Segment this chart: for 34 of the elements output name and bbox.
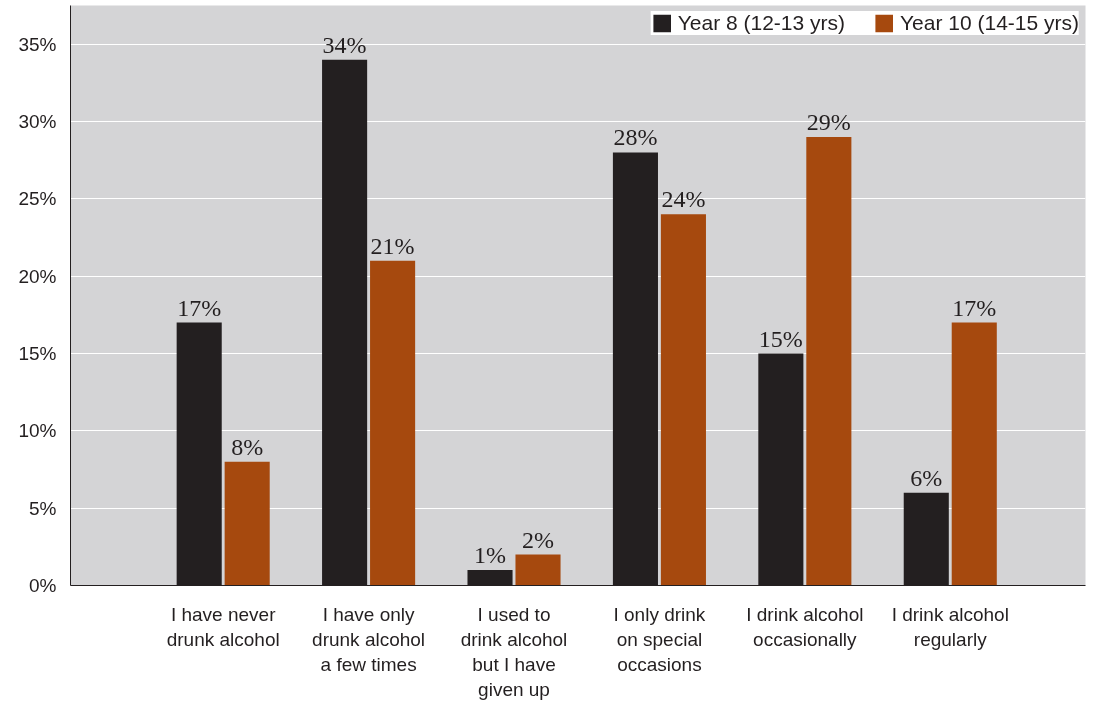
- bar: [951, 322, 997, 586]
- data-label: 2%: [522, 526, 555, 553]
- bar: [660, 214, 706, 586]
- data-label: 17%: [952, 294, 997, 321]
- x-tick-label: I have never drunk alcohol: [166, 603, 280, 650]
- data-label: 1%: [474, 542, 507, 569]
- data-label: 34%: [322, 31, 367, 58]
- y-tick-label: 15%: [18, 343, 57, 364]
- y-tick-label: 25%: [18, 188, 57, 210]
- y-tick-label: 20%: [18, 265, 57, 287]
- bar: [806, 136, 852, 586]
- y-tick-label: 10%: [18, 420, 57, 442]
- data-label: 28%: [613, 124, 658, 151]
- y-tick-label: 5%: [29, 497, 57, 519]
- y-tick-label: 30%: [18, 111, 57, 132]
- bar: [224, 461, 270, 586]
- bar: [370, 260, 416, 586]
- legend-label: Year 8 (12-13 yrs): [677, 11, 846, 35]
- data-label: 21%: [370, 232, 415, 259]
- y-tick-label: 0%: [29, 575, 57, 596]
- x-tick-label: I only drink on special occasions: [613, 603, 706, 675]
- data-label: 17%: [177, 294, 222, 321]
- data-label: 29%: [806, 108, 851, 135]
- data-label: 24%: [661, 186, 706, 213]
- x-tick-label: I have only drunk alcohol a few times: [312, 603, 426, 675]
- x-tick-label: I used to drink alcohol but I have given up: [460, 603, 568, 701]
- x-tick-label: I drink alcohol occasionally: [746, 603, 864, 650]
- bar: [515, 554, 561, 586]
- legend-label: Year 10 (14-15 yrs): [900, 11, 1079, 35]
- data-label: 6%: [910, 464, 943, 491]
- data-label: 15%: [758, 325, 803, 352]
- data-label: 8%: [231, 433, 264, 460]
- x-tick-label: I drink alcohol regularly: [891, 603, 1009, 650]
- y-tick-label: 35%: [18, 33, 57, 55]
